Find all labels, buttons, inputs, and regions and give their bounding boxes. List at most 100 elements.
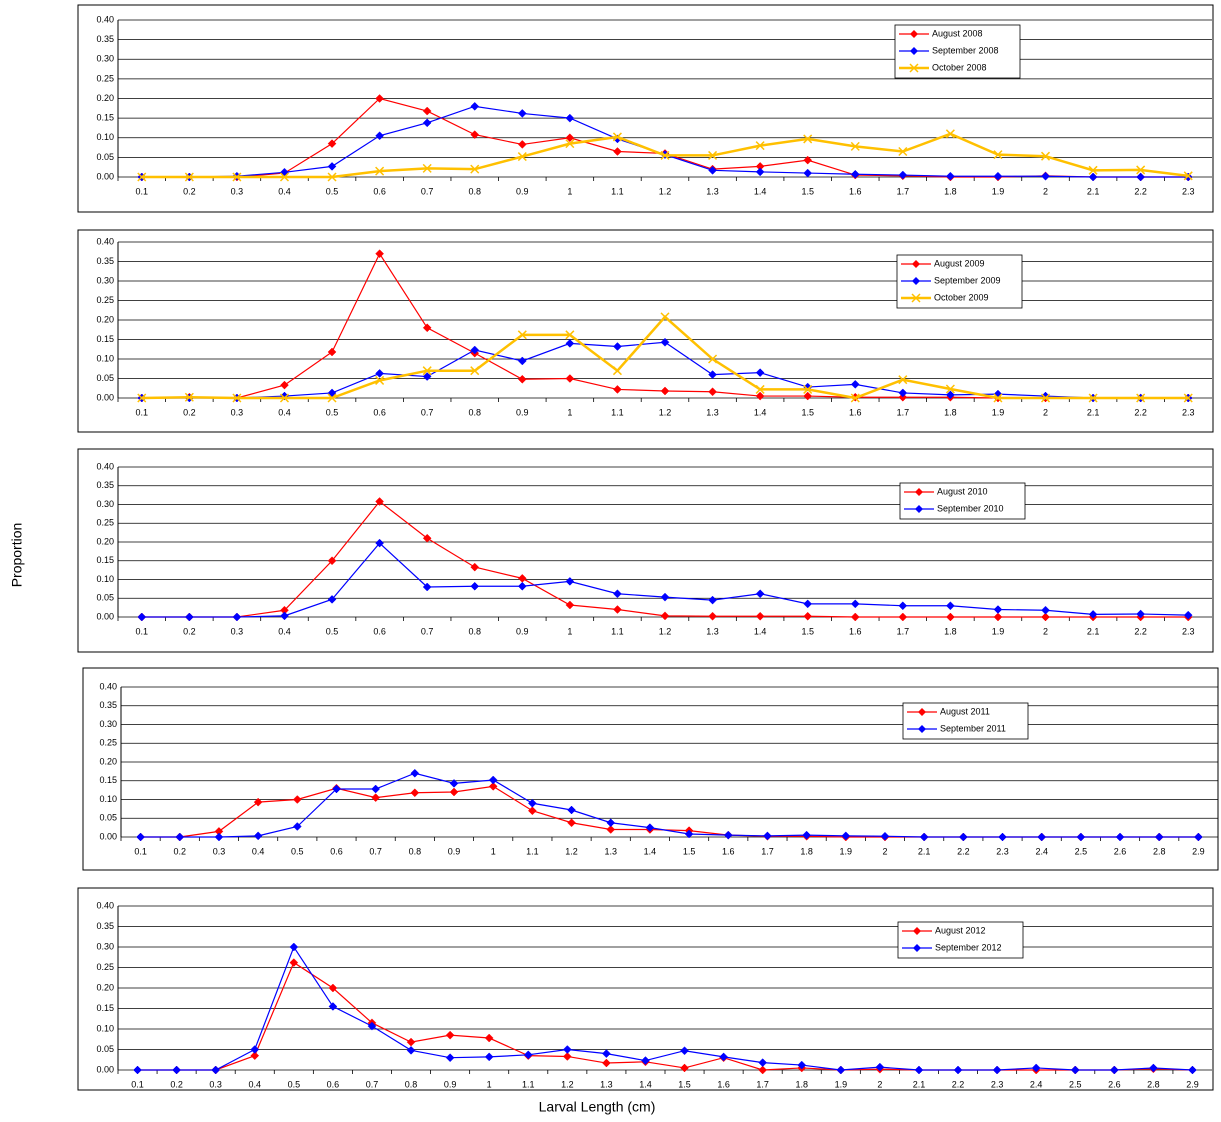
legend-marker: [915, 505, 923, 513]
x-tick-label: 2.6: [1108, 1079, 1121, 1089]
data-point: [602, 1049, 611, 1058]
data-point: [758, 1065, 768, 1075]
data-point: [517, 330, 527, 340]
data-point: [371, 784, 381, 794]
y-tick-label: 0.00: [96, 611, 114, 621]
x-tick-label: 0.4: [278, 186, 291, 196]
data-point: [375, 94, 384, 103]
data-point: [606, 818, 616, 828]
data-point: [279, 172, 290, 182]
data-point: [898, 170, 908, 180]
data-point: [517, 356, 527, 366]
y-tick-label: 0.05: [96, 373, 114, 383]
legend-marker: [913, 927, 921, 935]
x-tick-label: 0.6: [330, 846, 343, 856]
data-point: [803, 599, 813, 609]
data-point: [660, 592, 670, 602]
legend-marker: [909, 63, 919, 73]
x-tick-label: 1: [487, 1079, 492, 1089]
data-point: [755, 384, 765, 394]
data-point: [763, 831, 772, 841]
data-point: [470, 164, 480, 174]
data-point: [565, 600, 575, 610]
data-point: [755, 391, 765, 401]
data-point: [898, 388, 908, 398]
data-point: [993, 393, 1003, 403]
data-point: [1088, 172, 1098, 182]
data-point: [797, 1060, 807, 1070]
data-point: [327, 347, 337, 357]
x-tick-label: 0.1: [136, 626, 149, 636]
data-point: [371, 793, 381, 802]
y-tick-label: 0.25: [96, 962, 114, 972]
data-point: [470, 366, 480, 376]
x-tick-label: 0.1: [136, 186, 149, 196]
data-point: [488, 782, 498, 791]
x-tick-label: 0.3: [231, 407, 244, 417]
x-tick-label: 1.9: [835, 1079, 848, 1089]
data-point: [1109, 1065, 1119, 1075]
x-tick-label: 0.9: [516, 186, 529, 196]
x-tick-label: 0.6: [373, 186, 386, 196]
x-tick-label: 0.5: [326, 626, 339, 636]
data-point: [1194, 832, 1203, 842]
x-tick-label: 1.3: [706, 186, 719, 196]
data-point: [1041, 171, 1050, 181]
x-tick-label: 0.7: [421, 626, 434, 636]
data-point: [279, 393, 290, 403]
series-line: [137, 945, 1193, 1071]
y-tick-label: 0.05: [96, 152, 114, 162]
legend-label: August 2012: [935, 925, 986, 935]
panel-frame: [77, 448, 1214, 653]
data-point: [645, 823, 655, 832]
data-point: [253, 831, 263, 841]
data-point: [993, 605, 1003, 614]
legend-marker: [913, 944, 921, 952]
data-point: [232, 172, 242, 182]
data-point: [327, 393, 337, 403]
x-tick-label: 1.8: [800, 846, 813, 856]
data-point: [1188, 1065, 1197, 1075]
y-tick-label: 0.35: [96, 256, 114, 266]
y-tick-label: 0.15: [96, 113, 114, 123]
data-point: [708, 370, 717, 379]
data-point: [327, 162, 337, 171]
x-tick-label: 1.9: [992, 407, 1005, 417]
x-tick-label: 1.1: [526, 846, 539, 856]
legend-marker: [910, 47, 918, 55]
data-point: [898, 601, 908, 611]
legend-box: [897, 921, 1024, 959]
data-point: [684, 829, 694, 839]
legend-label: September 2012: [935, 942, 1002, 952]
data-point: [1149, 1063, 1158, 1073]
data-point: [406, 1045, 416, 1055]
data-point: [327, 556, 337, 566]
x-tick-label: 1: [491, 846, 496, 856]
data-point: [1183, 610, 1193, 620]
y-tick-label: 0.10: [96, 1023, 114, 1033]
x-tick-label: 1: [567, 626, 572, 636]
data-point: [755, 368, 765, 378]
x-tick-label: 1.8: [795, 1079, 808, 1089]
x-tick-label: 0.5: [291, 846, 304, 856]
x-tick-label: 0.9: [444, 1079, 457, 1089]
data-point: [803, 168, 813, 178]
data-point: [613, 147, 622, 156]
x-tick-label: 1.1: [611, 626, 624, 636]
data-point: [1183, 393, 1193, 403]
x-tick-label: 2.3: [1182, 186, 1195, 196]
data-point: [708, 150, 718, 160]
legend-marker: [912, 260, 920, 268]
data-point: [445, 1030, 455, 1040]
data-point: [803, 384, 813, 394]
data-point: [946, 171, 955, 181]
x-tick-label: 0.5: [288, 1079, 301, 1089]
data-point: [850, 393, 860, 403]
data-point: [367, 1021, 377, 1031]
data-point: [375, 375, 385, 385]
data-point: [803, 134, 813, 144]
y-tick-label: 0.35: [99, 700, 117, 710]
y-tick-label: 0.05: [96, 593, 114, 603]
data-point: [993, 612, 1003, 622]
data-point: [898, 146, 908, 157]
